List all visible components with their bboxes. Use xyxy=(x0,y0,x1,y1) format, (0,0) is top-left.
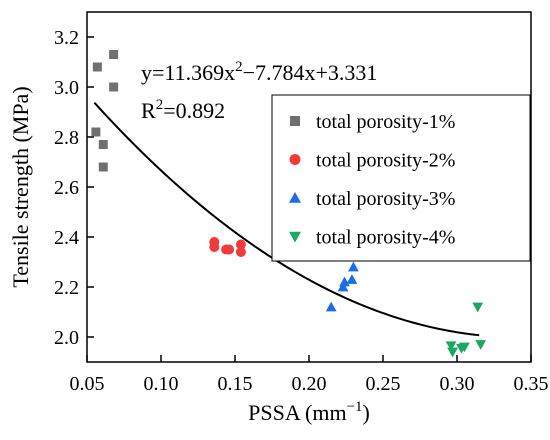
y-tick-label: 2.0 xyxy=(54,327,79,349)
data-point xyxy=(224,244,235,255)
r-squared-annotation: R2=0.892 xyxy=(141,97,225,123)
data-point xyxy=(98,140,108,149)
x-tick-label: 0.35 xyxy=(514,373,549,395)
data-point xyxy=(475,340,487,350)
data-point xyxy=(456,343,467,354)
y-axis-title: Tensile strength (MPa) xyxy=(8,86,33,287)
x-tick-label: 0.15 xyxy=(218,373,253,395)
data-point xyxy=(235,247,246,257)
data-point xyxy=(109,82,119,92)
legend-marker xyxy=(290,116,300,126)
legend-marker xyxy=(289,192,301,203)
fit-curve xyxy=(93,102,480,337)
data-point xyxy=(472,302,484,313)
x-tick-label: 0.30 xyxy=(440,373,475,395)
x-tick-label: 0.05 xyxy=(70,373,105,395)
data-point xyxy=(346,274,358,284)
y-tick-label: 3.0 xyxy=(54,77,79,99)
data-point xyxy=(235,239,246,250)
legend-marker xyxy=(289,231,301,243)
data-point xyxy=(98,162,108,172)
data-point xyxy=(348,261,359,272)
y-tick-label: 2.6 xyxy=(54,177,79,199)
y-axis: 2.0 2.2 2.4 2.6 2.8 3.0 3.2 xyxy=(54,27,94,349)
legend-label: total porosity-1% xyxy=(316,111,455,133)
y-tick-label: 3.2 xyxy=(54,27,79,49)
legend-box xyxy=(271,94,531,262)
data-point xyxy=(209,242,220,252)
legend-label: total porosity-3% xyxy=(316,188,455,210)
x-axis-title: PSSA (mm−1) xyxy=(248,399,370,425)
y-tick-label: 2.2 xyxy=(54,277,79,299)
data-point xyxy=(445,341,457,352)
legend: total porosity-1% total porosity-2% total … xyxy=(271,94,531,262)
x-tick-label: 0.20 xyxy=(292,373,327,395)
data-point xyxy=(109,50,119,59)
legend-label: total porosity-2% xyxy=(316,150,455,172)
data-point xyxy=(337,281,349,292)
x-tick-label: 0.10 xyxy=(144,373,179,395)
x-axis: 0.05 0.10 0.15 0.20 0.25 0.30 0.35 xyxy=(70,355,549,395)
data-point xyxy=(447,347,458,358)
data-point xyxy=(92,62,102,72)
data-point xyxy=(325,301,337,312)
legend-label: total porosity-4% xyxy=(316,227,455,249)
equation-annotation: y=11.369x2−7.784x+3.331 xyxy=(141,59,377,85)
y-tick-label: 2.8 xyxy=(54,127,79,149)
data-point xyxy=(91,127,101,137)
x-tick-label: 0.25 xyxy=(366,373,401,395)
y-tick-label: 2.4 xyxy=(54,227,79,249)
legend-marker xyxy=(289,154,301,165)
